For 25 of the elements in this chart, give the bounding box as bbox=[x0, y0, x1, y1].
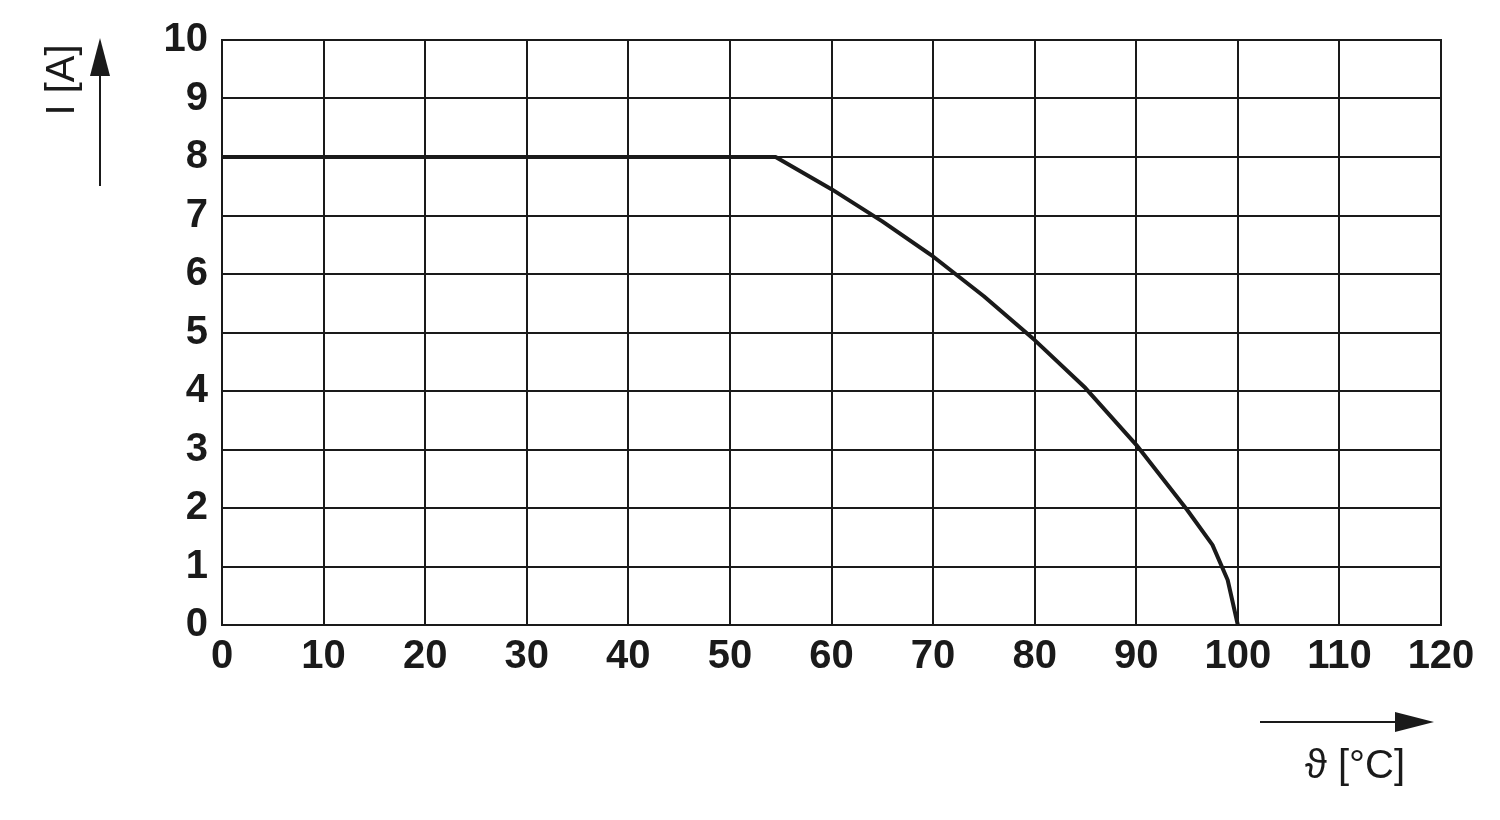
x-tick-label: 10 bbox=[301, 632, 346, 677]
x-tick-label: 100 bbox=[1204, 632, 1272, 677]
y-tick-label: 10 bbox=[163, 15, 208, 60]
y-tick-label: 8 bbox=[185, 132, 208, 177]
y-tick-label: 5 bbox=[185, 307, 208, 352]
x-tick-label: 60 bbox=[809, 632, 854, 677]
x-tick-label: 110 bbox=[1307, 632, 1372, 677]
x-tick-label: 90 bbox=[1114, 632, 1159, 677]
y-tick-label: 4 bbox=[185, 366, 209, 411]
y-tick-label: 1 bbox=[185, 541, 208, 586]
y-tick-label: 7 bbox=[185, 190, 208, 235]
x-tick-label: 40 bbox=[606, 632, 651, 677]
y-axis-title: I [A] bbox=[37, 44, 83, 116]
y-tick-label: 0 bbox=[185, 600, 208, 645]
x-tick-label: 50 bbox=[707, 632, 753, 677]
y-tick-label: 9 bbox=[185, 73, 208, 118]
x-axis-title: ϑ [°C] bbox=[1305, 742, 1406, 787]
x-tick-label: 70 bbox=[910, 632, 956, 677]
x-tick-label: 80 bbox=[1012, 632, 1057, 677]
y-tick-label: 6 bbox=[185, 249, 208, 294]
x-tick-label: 120 bbox=[1407, 632, 1475, 677]
y-tick-label: 3 bbox=[185, 424, 208, 469]
x-tick-label: 30 bbox=[504, 632, 549, 677]
x-tick-label: 20 bbox=[402, 632, 448, 677]
y-tick-label: 2 bbox=[185, 483, 208, 528]
